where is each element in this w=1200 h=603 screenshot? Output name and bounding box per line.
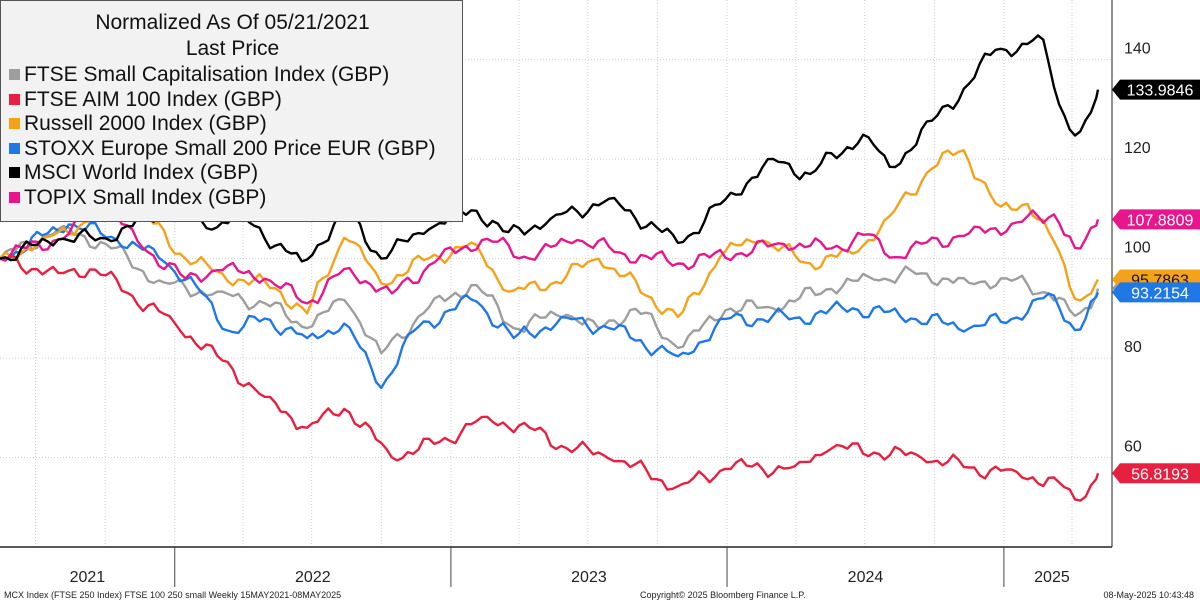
legend-label: FTSE Small Capitalisation Index (GBP) [24,63,390,86]
x-year-label: 2023 [571,569,607,586]
legend-entry: STOXX Europe Small 200 Price EUR (GBP) [9,137,436,161]
footer-timestamp: 08-May-2025 10:43:48 [1103,590,1194,600]
last-price-value: 93.2154 [1131,285,1189,302]
last-price-tag-bg [1112,79,1200,100]
y-tick-label: 120 [1124,140,1151,157]
last-price-value: 56.8193 [1131,466,1189,483]
legend: Normalized As Of 05/21/2021 Last Price F… [0,0,463,222]
x-year-label: 2024 [848,569,884,586]
legend-swatch [9,142,20,154]
legend-label: FTSE AIM 100 Index (GBP) [24,87,282,111]
legend-label: Russell 2000 Index (GBP) [24,112,267,135]
last-price-tag-bg [1112,209,1200,230]
legend-label: TOPIX Small Index (GBP) [24,185,267,209]
series-line [0,254,1100,502]
last-price-tag-bg [1112,282,1200,303]
legend-swatch [9,93,20,105]
legend-label: STOXX Europe Small 200 Price EUR (GBP) [24,136,436,160]
legend-label: MSCI World Index (GBP) [24,161,259,184]
series-line [0,224,1100,355]
last-price-tag: 133.9846 [1112,79,1200,100]
legend-entry: TOPIX Small Index (GBP) [9,186,266,210]
legend-swatch [9,69,20,80]
x-year-label: 2025 [1034,569,1070,586]
chart-title: Normalized As Of 05/21/2021 [95,11,370,34]
last-price-value: 133.9846 [1127,83,1194,100]
legend-swatch [9,191,20,203]
y-tick-label: 100 [1124,240,1151,257]
last-price-tag-bg [1112,463,1200,484]
legend-entry: FTSE Small Capitalisation Index (GBP) [9,63,389,87]
legend-entry: Russell 2000 Index (GBP) [9,112,267,136]
x-year-label: 2022 [295,569,331,586]
series-line [0,194,1100,305]
last-price-tag: 107.8809 [1112,209,1200,230]
chart-subtitle: Last Price [185,37,280,60]
x-year-label: 2021 [70,569,106,586]
legend-entry: MSCI World Index (GBP) [9,161,258,185]
y-tick-label: 80 [1124,339,1142,356]
series-line [0,221,1100,390]
footer-copyright: Copyright© 2025 Bloomberg Finance L.P. [640,590,806,600]
axes: 60 80 100 120 140 2021 2022 2023 2024 2025 [0,0,1151,587]
last-price-labels: 93.984356.819395.786393.2154133.9846107.… [1112,79,1200,484]
y-tick-label: 60 [1124,438,1142,455]
y-tick-label: 140 [1124,41,1151,58]
series-line [0,149,1100,319]
legend-swatch [9,118,20,129]
legend-entry: FTSE AIM 100 Index (GBP) [9,88,282,112]
last-price-tag: 93.2154 [1112,282,1200,303]
last-price-value: 107.8809 [1127,212,1194,229]
legend-swatch [9,167,20,178]
footer-left: MCX Index (FTSE 250 Index) FTSE 100 250 … [4,590,342,600]
last-price-tag: 56.8193 [1112,463,1200,484]
